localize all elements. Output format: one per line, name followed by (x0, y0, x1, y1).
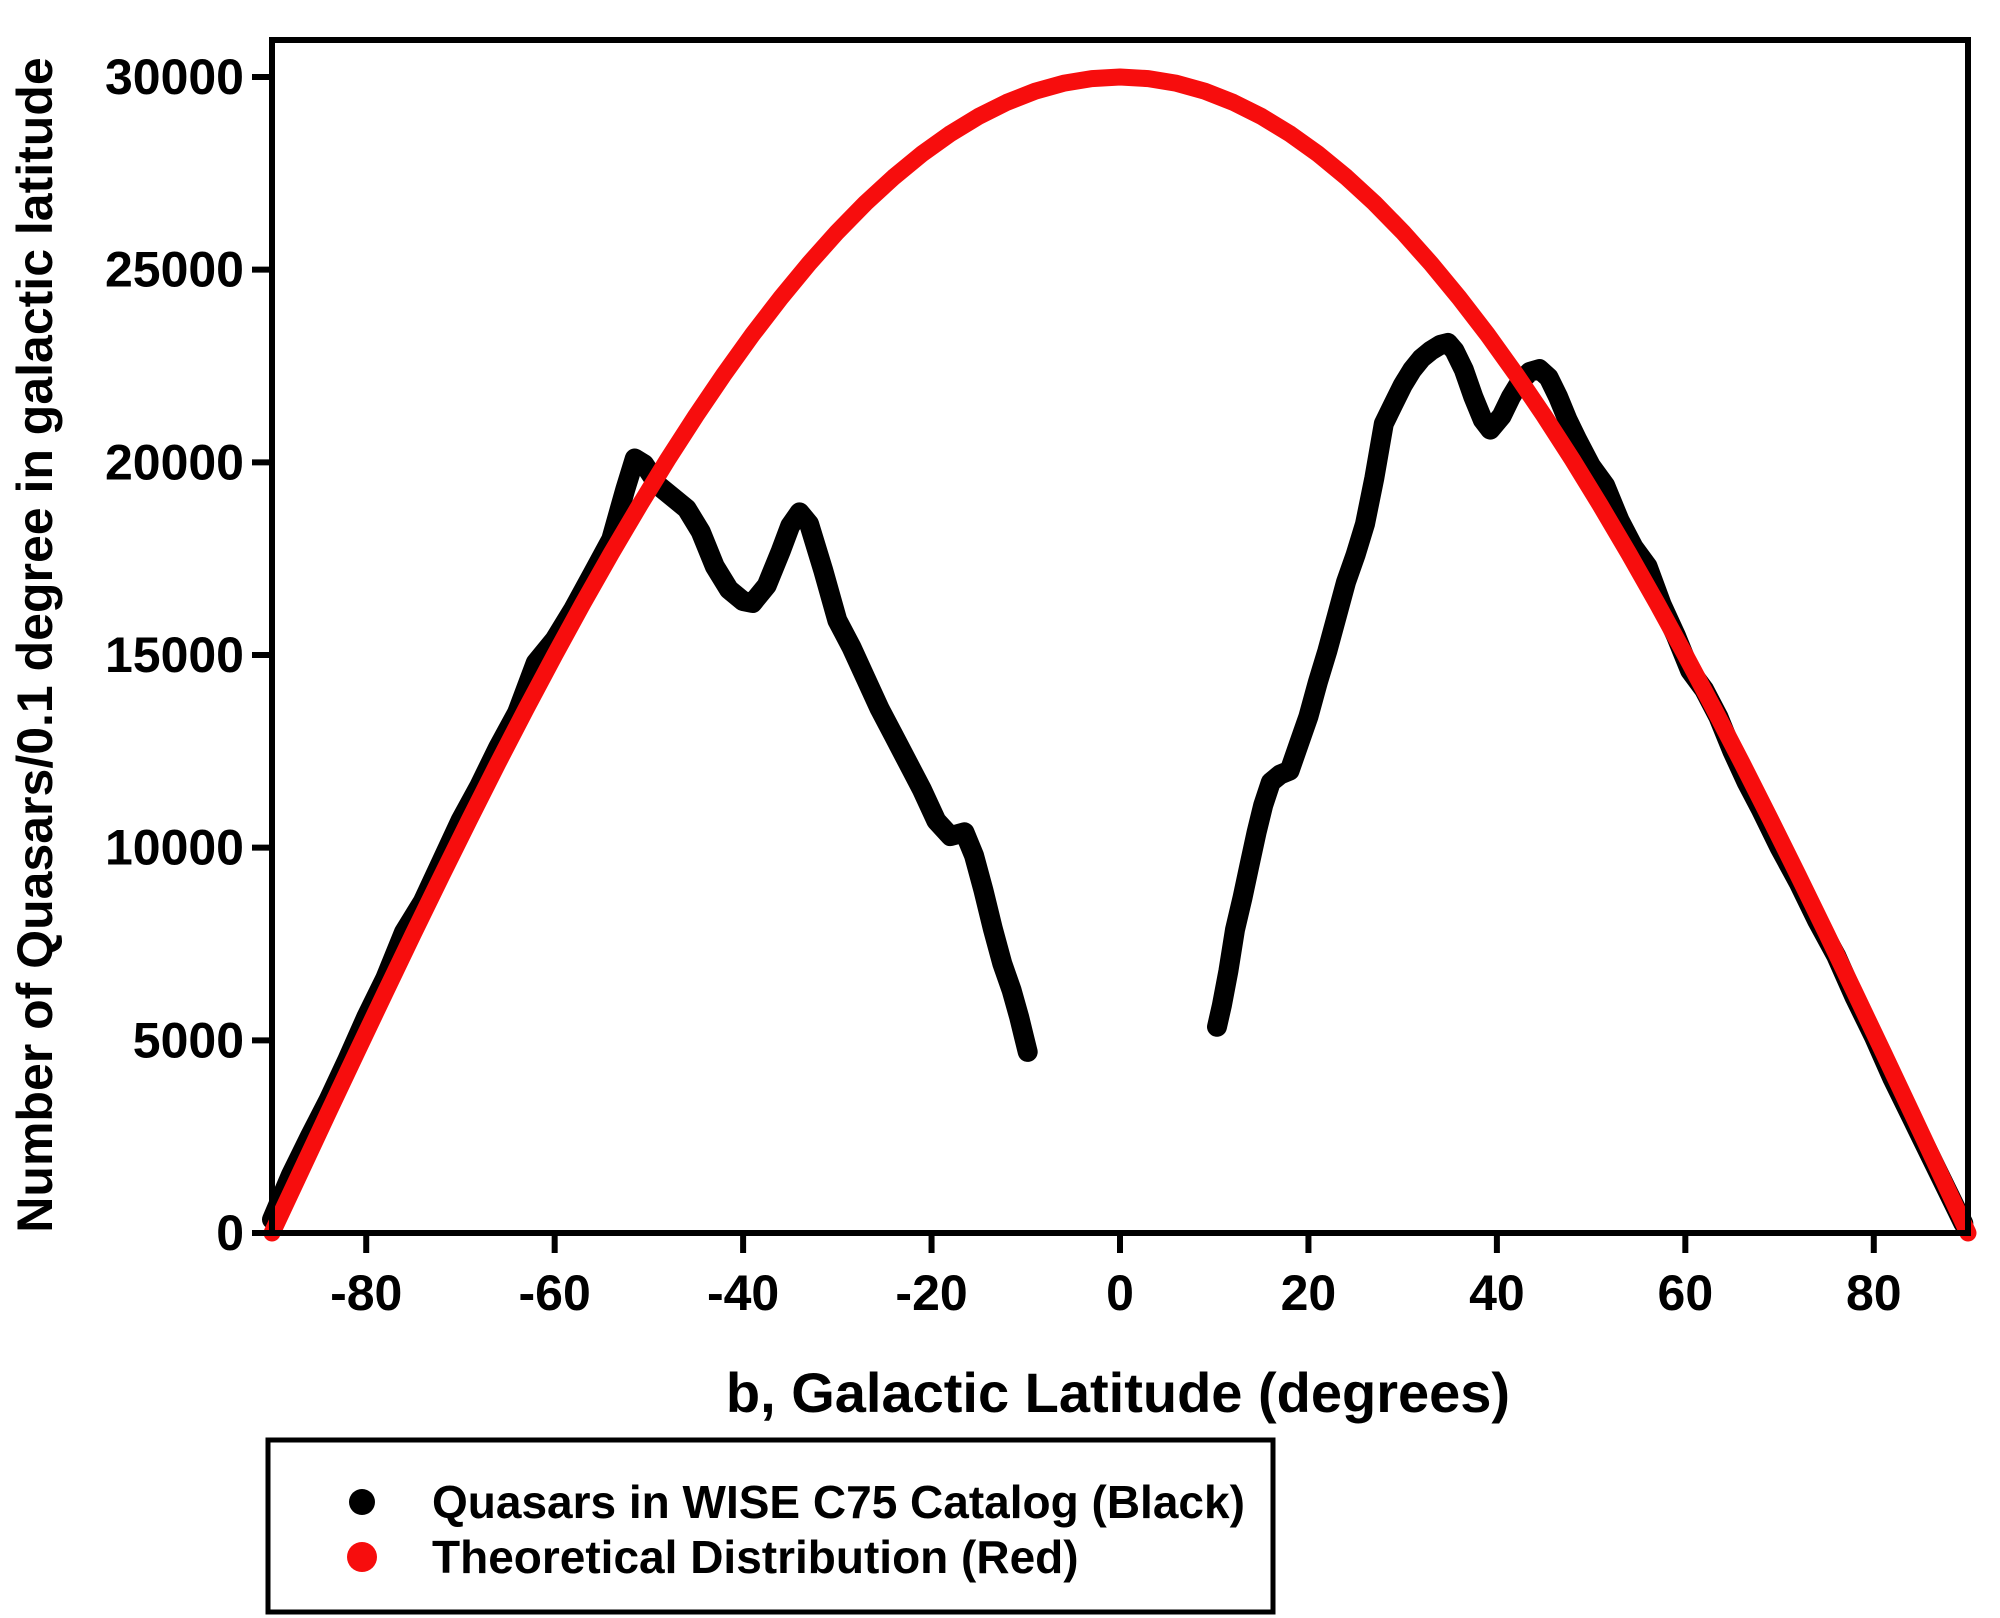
legend-label-red: Theoretical Distribution (Red) (432, 1531, 1079, 1583)
legend-marker-black (349, 1489, 375, 1515)
x-tick-label: 40 (1469, 1265, 1525, 1321)
x-tick-label: 20 (1281, 1265, 1337, 1321)
x-tick-label: -60 (519, 1265, 591, 1321)
x-axis-title: b, Galactic Latitude (degrees) (726, 1361, 1510, 1424)
series-black-branch-0 (262, 448, 1038, 1230)
x-tick-label: -40 (707, 1265, 779, 1321)
x-tick-label: 0 (1106, 1265, 1134, 1321)
legend: Quasars in WISE C75 Catalog (Black) Theo… (265, 1437, 1276, 1615)
legend-box (265, 1437, 1276, 1615)
legend-label-black: Quasars in WISE C75 Catalog (Black) (432, 1476, 1245, 1528)
y-tick-label: 20000 (105, 434, 244, 490)
x-tick-label: -20 (895, 1265, 967, 1321)
y-tick-label: 25000 (105, 242, 244, 298)
x-tick-label: -80 (330, 1265, 402, 1321)
y-tick-label: 10000 (105, 820, 244, 876)
y-tick-label: 30000 (105, 49, 244, 105)
y-tick-label: 5000 (133, 1012, 244, 1068)
x-tick-label: 80 (1846, 1265, 1902, 1321)
y-tick-label: 15000 (105, 627, 244, 683)
plot-frame (269, 37, 1971, 1236)
y-axis-title: Number of Quasars/0.1 degree in galactic… (7, 57, 63, 1232)
tick-layer: -80 -60 -40 -20 0 20 40 60 80 0 5000 10000 15000 2000… (105, 49, 1902, 1321)
series-layer (262, 68, 1977, 1242)
legend-marker-red (347, 1542, 377, 1572)
x-tick-label: 60 (1658, 1265, 1714, 1321)
y-tick-label: 0 (216, 1205, 244, 1261)
series-red-branch-0 (263, 68, 1977, 1242)
